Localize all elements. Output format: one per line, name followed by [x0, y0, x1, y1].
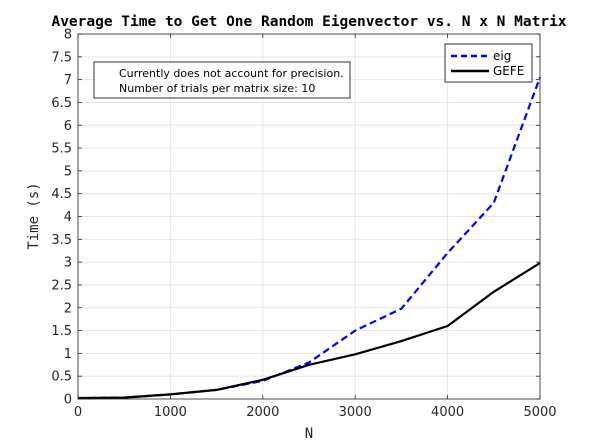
chart-title: Average Time to Get One Random Eigenvect…	[51, 14, 566, 30]
series-line-gefe	[77, 262, 541, 400]
legend: eig GEFE	[444, 43, 533, 83]
x-tick-label-5: 5000	[523, 405, 556, 420]
legend-border	[444, 43, 533, 83]
annotation-box: Currently does not account for precision…	[93, 61, 351, 99]
y-axis-label: Time (s)	[26, 182, 42, 249]
y-tick-label-14: 7	[64, 73, 72, 88]
x-tick-label-2: 2000	[246, 405, 279, 420]
y-tick-labels: 0 0.5 1 1.5 2 2.5 3 3.5 4 4.5 5 5.5 6 6.5 7 7.5 8	[51, 28, 72, 408]
legend-eig-label: eig	[493, 49, 511, 63]
x-tick-label-1: 1000	[154, 405, 187, 420]
legend-gefe-label: GEFE	[493, 64, 524, 78]
annotation-border	[93, 61, 351, 99]
y-tick-label-10: 5	[64, 164, 72, 179]
y-tick-label-0: 0	[64, 393, 72, 408]
y-tick-label-16: 8	[64, 28, 72, 43]
y-tick-label-7: 3.5	[51, 233, 72, 248]
x-tick-label-4: 4000	[431, 405, 464, 420]
y-tick-label-5: 2.5	[51, 278, 72, 293]
x-axis-label: N	[305, 426, 313, 442]
y-tick-label-3: 1.5	[51, 324, 72, 339]
series-group	[77, 76, 542, 400]
y-tick-label-4: 2	[64, 301, 72, 316]
annotation-line-2: Number of trials per matrix size: 10	[119, 82, 315, 95]
annotation-line-1: Currently does not account for precision…	[119, 67, 344, 80]
y-tick-label-9: 4.5	[51, 187, 72, 202]
x-tick-labels: 0 1000 2000 3000 4000 5000	[74, 405, 557, 420]
y-tick-label-1: 0.5	[51, 370, 72, 385]
y-tick-label-12: 6	[64, 119, 72, 134]
y-tick-label-2: 1	[64, 347, 72, 362]
x-tick-label-0: 0	[74, 405, 82, 420]
y-tick-label-8: 4	[64, 210, 72, 225]
y-tick-label-15: 7.5	[51, 50, 72, 65]
y-tick-label-13: 6.5	[51, 96, 72, 111]
x-tick-label-3: 3000	[339, 405, 372, 420]
y-tick-label-11: 5.5	[51, 142, 72, 157]
axes	[77, 33, 541, 400]
y-tick-label-6: 3	[64, 256, 72, 271]
